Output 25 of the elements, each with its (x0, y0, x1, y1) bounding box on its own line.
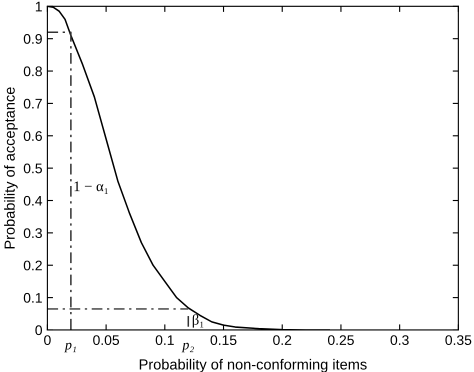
annotation: p₂ (182, 342, 194, 352)
y-tick-label: 0.3 (24, 228, 42, 238)
y-tick-label: 0.2 (24, 260, 42, 270)
annotation: β₁ (192, 314, 204, 328)
x-tick-label: 0 (44, 335, 51, 346)
y-tick-label: 0 (35, 325, 42, 336)
y-tick-label: 0.4 (24, 196, 42, 206)
y-tick-label: 0.9 (24, 34, 42, 44)
x-tick-label: 0.25 (328, 335, 354, 346)
y-tick-label: 0.6 (24, 131, 42, 141)
x-tick-label: 0.2 (273, 335, 292, 346)
x-tick-label: 0.3 (390, 335, 409, 346)
x-tick-label: 0.1 (156, 335, 174, 346)
annotation: 1 − α₁ (74, 181, 108, 194)
x-axis-title: Probability of non-conforming items (140, 358, 367, 372)
x-tick-label: 0.05 (93, 335, 120, 346)
annotation: p₁ (64, 342, 76, 352)
x-tick-label: 0.35 (445, 335, 472, 346)
y-tick-label: 0.5 (24, 163, 42, 174)
y-tick-label: 0.8 (24, 66, 42, 76)
y-tick-label: 0.1 (24, 292, 42, 303)
x-tick-label: 0.15 (210, 335, 236, 346)
y-tick-label: 1 (36, 2, 42, 12)
y-tick-label: 0.7 (24, 98, 42, 109)
y-axis-title: Probability of acceptance (4, 87, 18, 248)
